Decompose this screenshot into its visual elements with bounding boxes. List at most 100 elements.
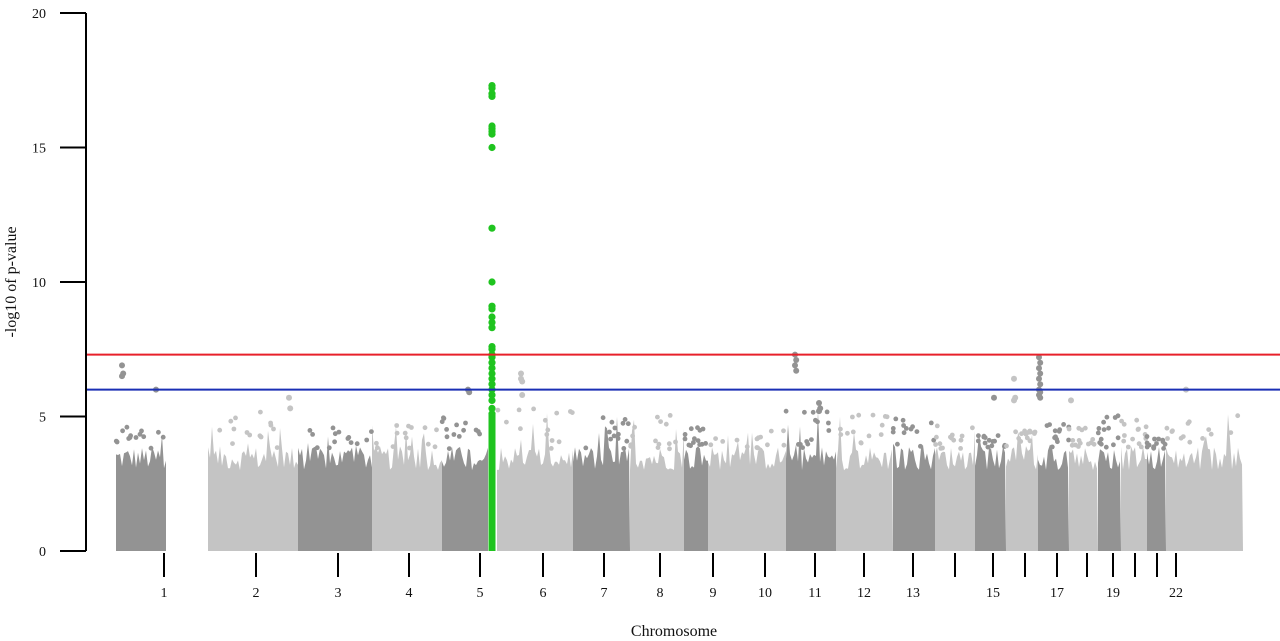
snp-point	[1027, 428, 1033, 434]
x-tick-label: 19	[1106, 586, 1120, 601]
snp-point	[1200, 436, 1205, 441]
x-tick-label: 1	[161, 586, 168, 601]
chromosome-band-15	[975, 433, 1006, 551]
snp-point	[624, 438, 630, 444]
snp-point	[682, 432, 688, 437]
snp-point	[918, 443, 923, 449]
snp-point	[1019, 431, 1024, 437]
chromosome-band-22	[1166, 414, 1243, 551]
x-tick-label: 6	[540, 586, 547, 601]
snp-point	[519, 392, 526, 398]
snp-point	[1066, 437, 1071, 443]
chromosome-band-5	[442, 447, 488, 551]
snp-point	[346, 435, 352, 440]
chromosome-band-11	[786, 411, 836, 551]
highlight-point	[488, 84, 496, 92]
snp-point	[940, 445, 945, 451]
snp-point	[1068, 397, 1074, 404]
y-axis: 0 5 10 15 20	[32, 7, 87, 560]
x-tick-label: 9	[710, 586, 717, 601]
snp-point	[1228, 430, 1234, 435]
snp-point	[348, 440, 354, 445]
snp-point	[1004, 443, 1009, 449]
snp-point	[160, 434, 166, 440]
snp-point	[951, 437, 957, 443]
snp-point	[1121, 438, 1127, 444]
snp-point	[1111, 442, 1116, 448]
snp-point	[516, 407, 522, 413]
snp-point	[1143, 424, 1149, 430]
snp-point	[655, 414, 660, 420]
highlight-point	[488, 143, 496, 152]
snp-point	[425, 441, 431, 447]
snp-point	[544, 432, 550, 437]
snp-point	[667, 446, 672, 452]
snp-point	[802, 409, 807, 415]
snp-point	[793, 357, 800, 363]
snp-point	[970, 425, 975, 431]
y-tick-label: 0	[39, 545, 46, 560]
snp-point	[402, 430, 408, 436]
snp-point	[720, 439, 726, 444]
snp-point	[1154, 441, 1159, 446]
highlight-point	[488, 404, 496, 412]
highlight-point	[488, 410, 496, 418]
snp-point	[286, 394, 292, 401]
snp-point	[332, 431, 338, 437]
snp-point	[1125, 444, 1131, 450]
snp-point	[504, 419, 509, 425]
snp-point	[542, 417, 548, 423]
snp-point	[826, 428, 832, 433]
highlight-point	[488, 313, 496, 321]
y-tick-label: 10	[32, 276, 46, 291]
snp-point	[1144, 440, 1150, 446]
snp-point	[991, 394, 997, 401]
snp-point	[444, 427, 449, 432]
snp-point	[1013, 429, 1018, 435]
highlight-point	[488, 396, 496, 404]
snp-point	[326, 445, 332, 451]
snp-point	[703, 441, 708, 446]
snp-point	[1136, 426, 1141, 432]
x-tick-label: 7	[601, 586, 608, 601]
snp-point	[708, 442, 714, 448]
snp-point	[274, 445, 280, 450]
chromosome-band-8	[630, 419, 684, 551]
snp-point	[895, 441, 900, 447]
snp-point	[1032, 429, 1038, 435]
snp-point	[554, 410, 560, 416]
highlight-column	[488, 413, 496, 551]
snp-point	[986, 437, 992, 443]
snp-point	[673, 439, 678, 445]
snp-point	[1018, 439, 1024, 444]
highlight-point	[488, 345, 496, 353]
snp-point	[422, 425, 428, 431]
y-tick-label: 20	[32, 7, 46, 22]
snp-point	[1061, 422, 1066, 427]
snp-point	[444, 434, 450, 440]
snp-point	[934, 434, 939, 440]
x-tick-label: 8	[657, 586, 664, 601]
snp-point	[600, 415, 606, 421]
snp-point	[432, 444, 438, 450]
snp-point	[1096, 426, 1102, 431]
snp-point	[119, 373, 125, 380]
snp-point	[976, 433, 981, 439]
snp-point	[866, 433, 872, 439]
snp-point	[656, 441, 662, 447]
snp-point	[826, 420, 831, 426]
chromosome-band-13	[893, 443, 935, 551]
snp-point	[310, 432, 315, 437]
snp-point	[928, 420, 934, 426]
snp-point	[989, 443, 995, 449]
snp-point	[608, 436, 613, 442]
snp-point	[901, 430, 907, 436]
snp-point	[1069, 442, 1075, 448]
snp-point	[995, 433, 1001, 438]
snp-point	[466, 389, 473, 396]
snp-point	[622, 417, 628, 422]
snp-point	[1101, 419, 1106, 425]
snp-point	[332, 439, 337, 445]
snp-point	[800, 445, 805, 450]
